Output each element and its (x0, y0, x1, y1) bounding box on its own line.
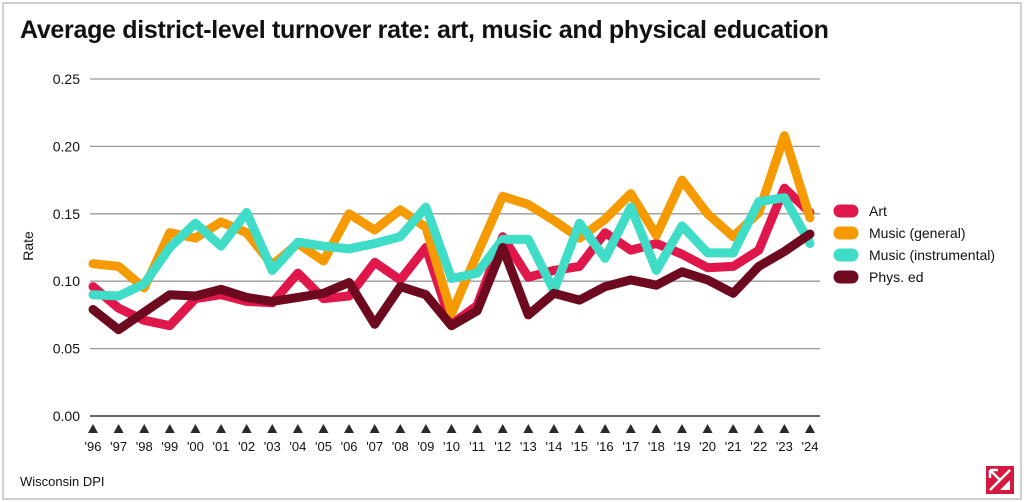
x-tick-label: '06 (341, 439, 358, 454)
x-tick-label: '21 (725, 439, 742, 454)
x-tick-label: '08 (392, 439, 409, 454)
y-tick-label: 0.15 (53, 206, 80, 222)
legend-label: Art (869, 203, 887, 219)
x-tick-label: '14 (545, 439, 562, 454)
x-tick-marker (625, 424, 636, 433)
x-tick-marker (779, 424, 790, 433)
publisher-logo (986, 466, 1014, 494)
series-line-music-instrumental (88, 193, 815, 301)
gridlines (90, 78, 820, 417)
y-tick-label: 0.05 (53, 341, 80, 357)
x-tick-marker (113, 424, 124, 433)
x-tick-label: '05 (315, 439, 332, 454)
series-line-phys-ed (88, 229, 815, 335)
x-tick-label: '19 (673, 439, 690, 454)
x-tick-marker (216, 424, 227, 433)
x-tick-marker (548, 424, 559, 433)
x-tick-label: '24 (802, 439, 819, 454)
legend-label: Phys. ed (869, 269, 923, 285)
series-lines (88, 131, 815, 335)
y-tick-label: 0.00 (53, 408, 80, 424)
x-tick-marker (241, 424, 252, 433)
x-tick-marker (446, 424, 457, 433)
x-tick-marker (139, 424, 150, 433)
y-tick-label: 0.25 (53, 71, 80, 87)
y-tick-labels: 0.00 0.05 0.10 0.15 0.20 0.25 (53, 71, 80, 424)
x-tick-marker (472, 424, 483, 433)
x-tick-marker (600, 424, 611, 433)
y-axis-label: Rate (20, 231, 36, 261)
x-tick-label: '07 (366, 439, 383, 454)
x-tick-label: '16 (597, 439, 614, 454)
x-tick-marker (497, 424, 508, 433)
x-tick-marker (369, 424, 380, 433)
x-tick-label: '18 (648, 439, 665, 454)
x-tick-marker (292, 424, 303, 433)
x-tick-marker (676, 424, 687, 433)
x-tick-marker (420, 424, 431, 433)
x-tick-label: '11 (469, 439, 485, 454)
x-tick-label: '13 (520, 439, 537, 454)
x-tick-marker (395, 424, 406, 433)
x-tick-marker (574, 424, 585, 433)
x-tick-marker (753, 424, 764, 433)
legend: Art Music (general) Music (instrumental) Ph… (833, 203, 995, 285)
legend-label: Music (general) (869, 225, 965, 241)
x-tick-labels: '96 '97 '98 '99 '00 '01 '02 '03 '04 '05 '06 '07 '08 '… (85, 424, 819, 454)
x-tick-label: '04 (289, 439, 306, 454)
x-tick-marker (164, 424, 175, 433)
series-line-music-general (88, 131, 815, 319)
x-tick-label: '23 (776, 439, 793, 454)
x-tick-label: '99 (161, 439, 178, 454)
x-tick-marker (702, 424, 713, 433)
chart-title: Average district-level turnover rate: ar… (20, 16, 829, 44)
legend-label: Music (instrumental) (869, 247, 995, 263)
x-tick-label: '00 (187, 439, 204, 454)
x-tick-label: '15 (571, 439, 588, 454)
x-tick-label: '02 (238, 439, 255, 454)
x-tick-label: '03 (264, 439, 281, 454)
x-tick-label: '01 (213, 439, 230, 454)
x-tick-label: '98 (136, 439, 153, 454)
x-tick-label: '96 (85, 439, 102, 454)
x-tick-label: '10 (443, 439, 460, 454)
x-tick-label: '22 (750, 439, 767, 454)
y-tick-label: 0.20 (53, 138, 80, 154)
x-tick-marker (318, 424, 329, 433)
x-tick-label: '17 (622, 439, 639, 454)
x-tick-marker (728, 424, 739, 433)
x-tick-marker (344, 424, 355, 433)
y-tick-label: 0.10 (53, 273, 80, 289)
source-credit: Wisconsin DPI (20, 474, 105, 489)
x-tick-marker (651, 424, 662, 433)
x-tick-marker (88, 424, 98, 433)
x-tick-label: '20 (699, 439, 716, 454)
x-tick-marker (523, 424, 534, 433)
x-tick-label: '09 (417, 439, 434, 454)
x-tick-marker (190, 424, 201, 433)
x-tick-label: '12 (494, 439, 511, 454)
x-tick-label: '97 (110, 439, 127, 454)
x-tick-marker (267, 424, 278, 433)
x-tick-marker (805, 424, 815, 433)
